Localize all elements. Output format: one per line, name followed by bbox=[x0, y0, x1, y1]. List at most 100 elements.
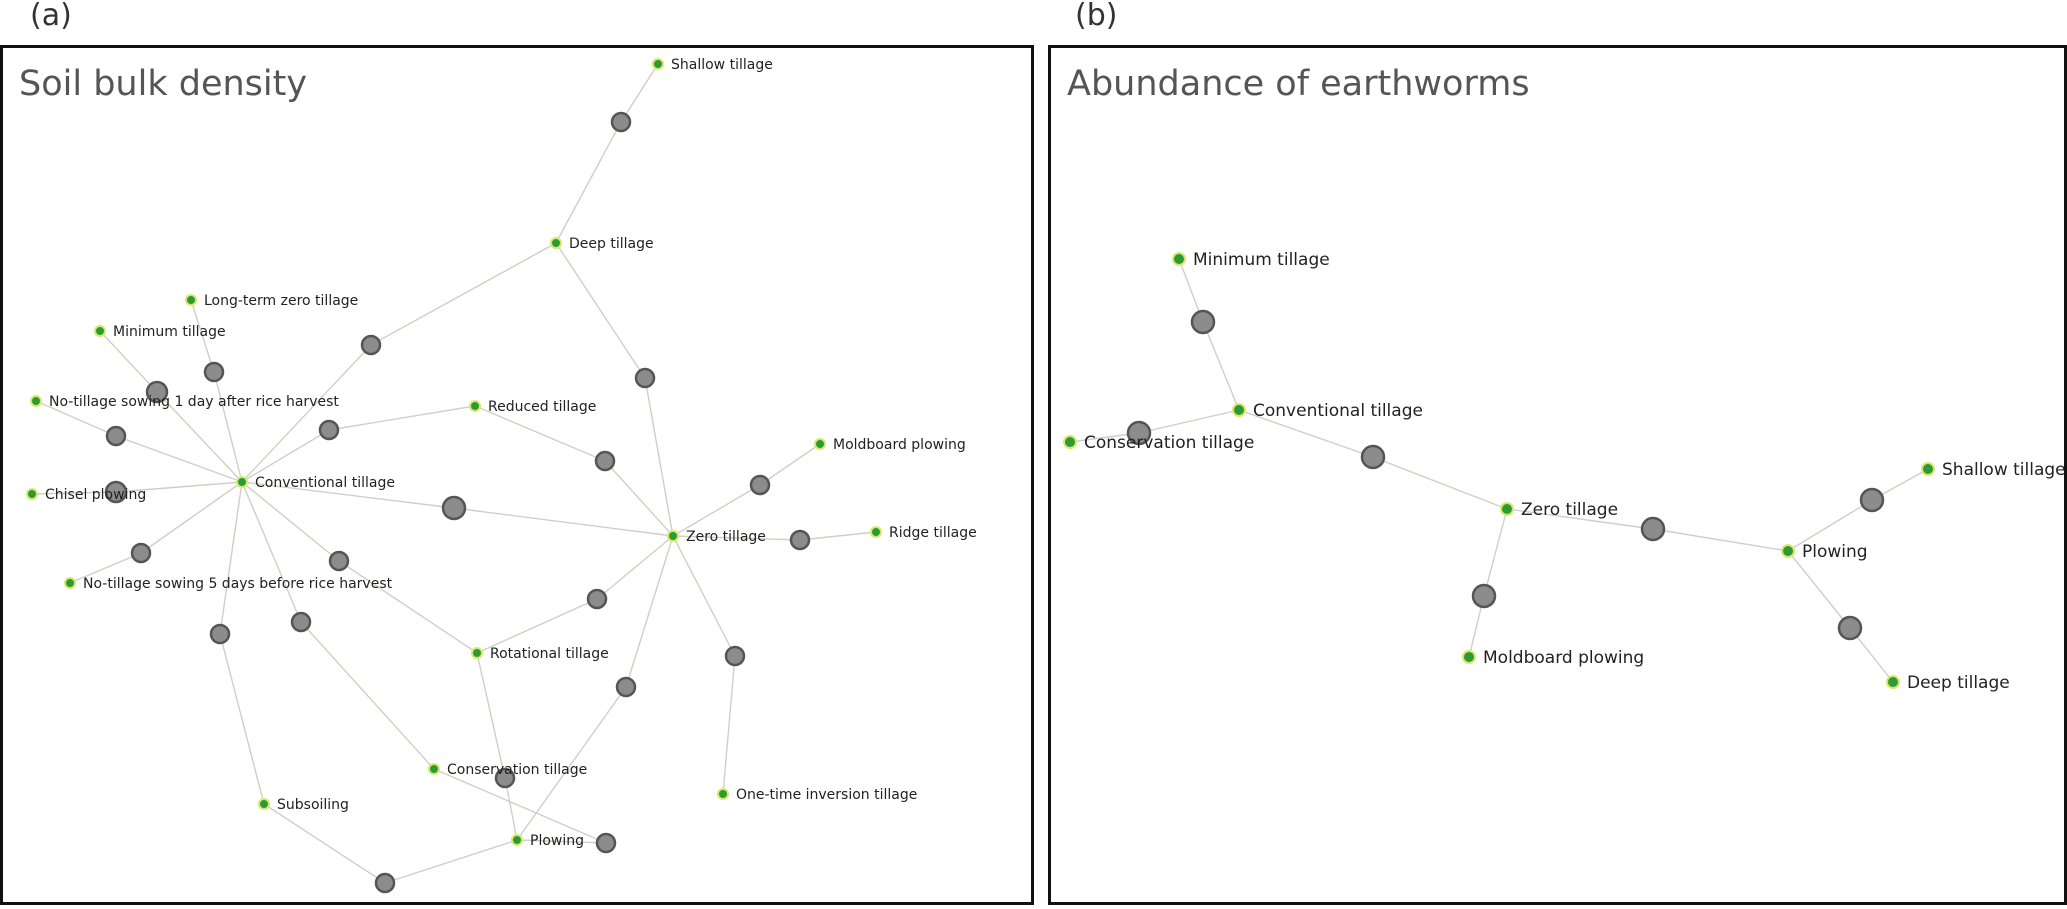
treatment-dot bbox=[236, 476, 248, 488]
comparison-node-minimum-conventional bbox=[1190, 309, 1216, 335]
treatment-node-moldboard: Moldboard plowing bbox=[1462, 648, 1644, 668]
treatment-dot bbox=[26, 488, 38, 500]
edge-conventional-zero-b bbox=[453, 507, 674, 537]
edge-nts1-conventional-b bbox=[115, 435, 243, 483]
comparison-node-conventional-subsoiling bbox=[209, 623, 231, 645]
edge-zero-plowing-b bbox=[1652, 528, 1789, 552]
treatment-label-ridge: Ridge tillage bbox=[889, 525, 977, 541]
edge-reduced-zero-a bbox=[474, 405, 606, 462]
comparison-nodes bbox=[1126, 309, 1885, 641]
treatment-label-plowing: Plowing bbox=[530, 833, 584, 849]
comparison-node-conventional-zero bbox=[441, 495, 467, 521]
treatment-node-nts1: No-tillage sowing 1 day after rice harve… bbox=[30, 394, 339, 410]
edge-longterm-conventional-a bbox=[190, 299, 215, 373]
edge-zero-onetime-a bbox=[672, 535, 736, 657]
treatment-label-zero: Zero tillage bbox=[686, 529, 766, 545]
treatment-label-nts5: No-tillage sowing 5 days before rice har… bbox=[83, 576, 393, 592]
comparison-node-chisel-conventional bbox=[104, 480, 128, 504]
treatment-label-zero: Zero tillage bbox=[1521, 500, 1618, 520]
comparison-node-reduced-conventional bbox=[318, 419, 340, 441]
edge-nts5-conventional-b bbox=[140, 481, 243, 554]
edge-conventional-zero-a bbox=[1238, 409, 1374, 458]
treatment-node-onetime: One-time inversion tillage bbox=[717, 787, 917, 803]
edge-minimum-conventional-b bbox=[1202, 321, 1240, 411]
edge-zero-plowing-a bbox=[1506, 508, 1654, 530]
panel-a-title: Soil bulk density bbox=[19, 64, 308, 104]
treatment-label-plowing: Plowing bbox=[1802, 542, 1868, 562]
edge-chisel-conventional-b bbox=[115, 481, 243, 493]
treatment-node-conventional: Conventional tillage bbox=[236, 475, 395, 491]
comparison-node-rotational-zero bbox=[586, 588, 608, 610]
treatment-label-deep: Deep tillage bbox=[1907, 673, 2010, 693]
treatment-label-conventional: Conventional tillage bbox=[1253, 401, 1423, 421]
treatment-label-chisel: Chisel plowing bbox=[45, 487, 146, 503]
treatment-dot bbox=[814, 438, 826, 450]
treatment-dot bbox=[870, 526, 882, 538]
treatment-label-minimum: Minimum tillage bbox=[113, 324, 226, 340]
treatment-node-minimum: Minimum tillage bbox=[1172, 250, 1330, 270]
edge-conventional-zero-a bbox=[241, 481, 455, 509]
treatment-dot bbox=[1500, 502, 1514, 516]
comparison-node-conventional-conservation bbox=[290, 611, 312, 633]
comparison-node-conventional-rotational bbox=[328, 550, 350, 572]
comparison-node-rotational-plowing bbox=[494, 767, 516, 789]
treatment-label-shallow: Shallow tillage bbox=[671, 57, 773, 73]
treatment-node-conventional: Conventional tillage bbox=[1232, 401, 1423, 421]
treatment-node-plowing: Plowing bbox=[1781, 542, 1868, 562]
comparison-node-zero-plowing bbox=[1640, 516, 1666, 542]
comparison-node-subsoiling-plowing bbox=[374, 872, 396, 894]
edge-rotational-plowing-a bbox=[476, 652, 506, 779]
edge-minimum-conventional-b bbox=[156, 391, 243, 483]
edges bbox=[31, 63, 877, 884]
treatment-node-rotational: Rotational tillage bbox=[471, 646, 609, 662]
treatment-label-conservation: Conservation tillage bbox=[447, 762, 587, 778]
treatment-dot bbox=[30, 395, 42, 407]
comparison-node-reduced-zero bbox=[594, 450, 616, 472]
edge-conventional-subsoiling-a bbox=[219, 481, 243, 635]
edge-conventional-conservation-b bbox=[300, 621, 435, 770]
treatment-node-moldboard: Moldboard plowing bbox=[814, 437, 966, 453]
panel-b-letter: (b) bbox=[1075, 0, 1118, 33]
treatment-node-zero: Zero tillage bbox=[1500, 500, 1618, 520]
treatment-label-subsoiling: Subsoiling bbox=[277, 797, 349, 813]
edge-moldboard-zero-a bbox=[759, 443, 821, 486]
treatment-dot bbox=[1921, 462, 1935, 476]
comparison-node-minimum-conventional bbox=[145, 380, 169, 404]
edge-conservation-plowing-a bbox=[433, 768, 607, 844]
edge-conventional-rotational-b bbox=[338, 560, 478, 654]
treatment-nodes: Shallow tillage Deep tillage Long-term zer… bbox=[26, 57, 977, 849]
comparison-node-zero-onetime bbox=[724, 645, 746, 667]
comparison-node-moldboard-zero bbox=[749, 474, 771, 496]
edge-subsoiling-plowing-b bbox=[384, 839, 518, 884]
treatment-nodes: Minimum tillage Conventional tillage Conse… bbox=[1063, 250, 2064, 693]
edge-zero-plowing-a bbox=[625, 535, 674, 688]
panel-a-letter: (a) bbox=[30, 0, 72, 33]
edge-deep-conventional-b bbox=[241, 344, 372, 483]
comparison-node-conventional-zero bbox=[1360, 444, 1386, 470]
treatment-dot bbox=[64, 577, 76, 589]
treatment-node-deep: Deep tillage bbox=[550, 236, 654, 252]
edge-rotational-zero-b bbox=[596, 535, 674, 600]
edge-plowing-deep-a bbox=[1787, 550, 1851, 629]
treatment-label-shallow: Shallow tillage bbox=[1942, 460, 2064, 480]
comparison-node-nts5-conventional bbox=[130, 542, 152, 564]
comparison-node-zero-plowing bbox=[615, 676, 637, 698]
edge-conventional-conservation-a bbox=[1138, 409, 1240, 434]
treatment-dot bbox=[1886, 675, 1900, 689]
treatment-node-longterm: Long-term zero tillage bbox=[185, 293, 358, 309]
panel-b-title: Abundance of earthworms bbox=[1067, 64, 1530, 104]
treatment-dot bbox=[1232, 403, 1246, 417]
edge-zero-ridge-b bbox=[799, 531, 877, 541]
edge-conventional-subsoiling-b bbox=[219, 633, 265, 805]
treatment-label-conventional: Conventional tillage bbox=[255, 475, 395, 491]
treatment-node-reduced: Reduced tillage bbox=[469, 399, 596, 415]
edge-plowing-shallow-a bbox=[1787, 499, 1873, 552]
treatment-dot bbox=[258, 798, 270, 810]
panel-soil-bulk-density: Soil bulk density Shallow tillage Deep ti… bbox=[0, 45, 1034, 905]
edge-reduced-conventional-b bbox=[241, 429, 330, 483]
comparison-node-conservation-plowing bbox=[595, 832, 617, 854]
treatment-node-plowing: Plowing bbox=[511, 833, 584, 849]
edge-shallow-deep-a bbox=[620, 63, 659, 123]
treatment-node-ridge: Ridge tillage bbox=[870, 525, 977, 541]
edge-rotational-zero-a bbox=[476, 598, 598, 654]
